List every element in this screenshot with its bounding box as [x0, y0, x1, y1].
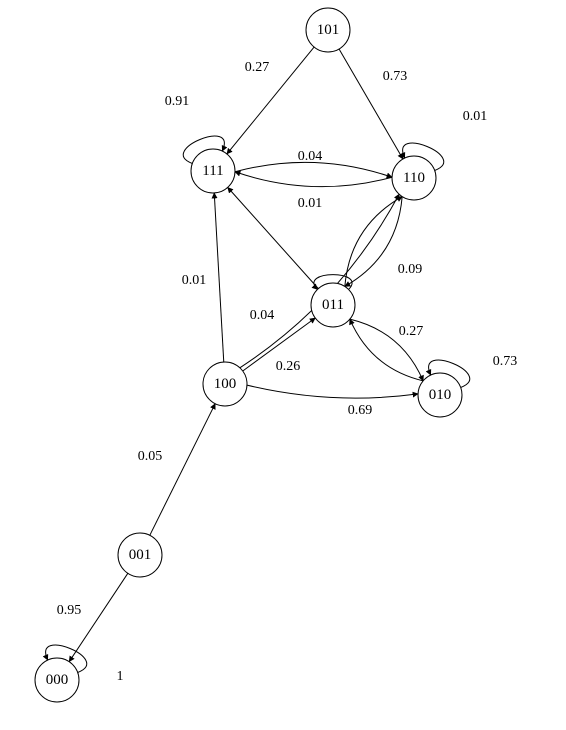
node-100: 100 — [203, 362, 247, 406]
node-010: 010 — [418, 373, 462, 417]
edge-100-110 — [240, 194, 399, 368]
node-label: 011 — [322, 297, 344, 313]
edge-label-001-100: 0.05 — [138, 449, 163, 464]
edges-layer — [46, 47, 470, 672]
node-110: 110 — [392, 156, 436, 200]
edge-011-110 — [345, 197, 402, 287]
edge-label-101-111: 0.27 — [245, 60, 270, 75]
node-000: 000 — [35, 658, 79, 702]
edge-label-110-111: 0.01 — [298, 196, 323, 211]
edge-label-010-011: 0.27 — [399, 324, 424, 339]
edge-label-100-011: 0.04 — [250, 308, 275, 323]
edge-100-111 — [214, 193, 224, 362]
node-label: 000 — [46, 672, 69, 688]
node-label: 110 — [403, 170, 425, 186]
edge-label-111-110: 0.04 — [298, 149, 323, 164]
edge-111-110 — [235, 162, 392, 177]
edge-label-100-110: 0.26 — [276, 359, 301, 374]
node-label: 010 — [429, 387, 452, 403]
node-111: 111 — [191, 149, 235, 193]
node-label: 001 — [129, 547, 152, 563]
edge-001-100 — [150, 404, 215, 536]
edge-label-100-111: 0.01 — [182, 273, 207, 288]
edge-labels-layer: 0.27 0.73 0.91 0.01 0.04 0.01 0.01 0.04 0.09 0.69… — [57, 60, 518, 684]
edge-110-111 — [235, 172, 392, 187]
node-label: 100 — [214, 376, 237, 392]
edge-label-110-110: 0.01 — [463, 109, 488, 124]
state-transition-graph: 101 111 110 011 100 010 001 000 0.27 0.73 0.91 0.0… — [0, 0, 566, 730]
edge-101-111 — [227, 47, 314, 154]
node-label: 111 — [202, 163, 223, 179]
edge-label-111-111: 0.91 — [165, 94, 190, 109]
node-011: 011 — [311, 283, 355, 327]
edge-label-110-011: 0.09 — [398, 262, 423, 277]
edge-label-101-110: 0.73 — [383, 69, 408, 84]
edge-100-010 — [247, 385, 418, 398]
node-101: 101 — [306, 8, 350, 52]
edge-label-001-000: 0.95 — [57, 603, 82, 618]
edge-110-011 — [345, 197, 402, 287]
nodes-layer: 101 111 110 011 100 010 001 000 — [35, 8, 462, 702]
node-001: 001 — [118, 533, 162, 577]
edge-label-000-000: 1 — [117, 669, 124, 684]
edge-101-110 — [339, 49, 403, 159]
node-label: 101 — [317, 22, 340, 38]
edge-label-010-010: 0.73 — [493, 354, 518, 369]
edge-label-100-010: 0.69 — [348, 403, 373, 418]
